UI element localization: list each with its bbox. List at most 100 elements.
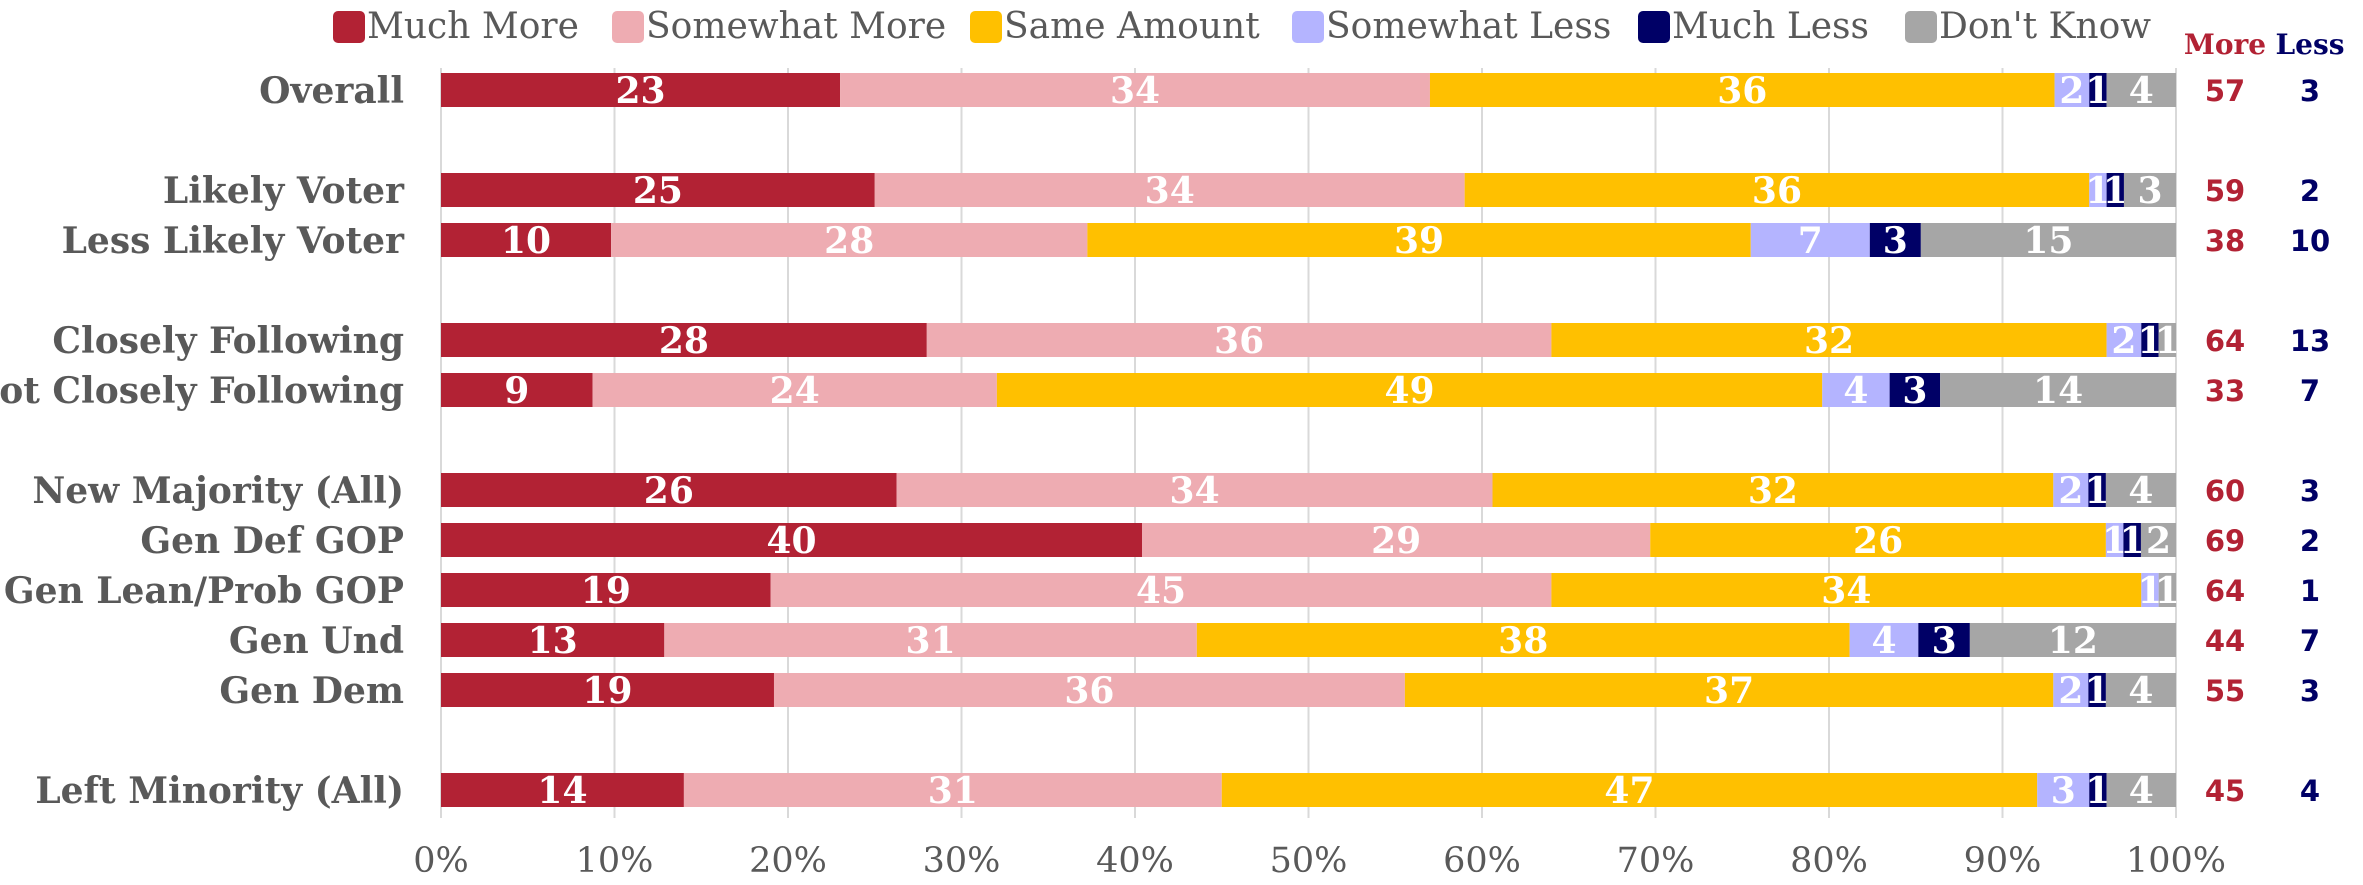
- x-tick-label: 60%: [1443, 841, 1521, 881]
- bar-segment: [2053, 673, 2089, 707]
- x-tick-label: 90%: [1964, 841, 2042, 881]
- data-label: 1: [2085, 470, 2110, 512]
- category-label: Likely Voter: [163, 170, 405, 212]
- bar-segment: [2141, 573, 2159, 607]
- data-label: 4: [2129, 70, 2154, 112]
- bar-segment: [683, 773, 1222, 807]
- data-label: 34: [1145, 170, 1195, 212]
- data-label: 40: [766, 520, 816, 562]
- bar-segment: [2158, 573, 2176, 607]
- data-label: 13: [528, 620, 578, 662]
- data-label: 4: [2129, 770, 2154, 812]
- less-total: 4: [2300, 774, 2320, 808]
- data-label: 36: [1752, 170, 1802, 212]
- data-label: 9: [504, 370, 529, 412]
- less-total: 3: [2300, 674, 2320, 708]
- legend: Much More Somewhat More Same Amount Somewha…: [333, 6, 2151, 47]
- bar-segment: [1822, 373, 1890, 407]
- data-label: 32: [1804, 320, 1854, 362]
- bar-segment: [664, 623, 1197, 657]
- bar-segment: [770, 573, 1552, 607]
- data-label: 19: [582, 670, 632, 712]
- bar-segment: [996, 373, 1823, 407]
- category-label: Closely Following: [52, 320, 404, 362]
- bar-segment: [2141, 323, 2159, 357]
- more-total: 55: [2205, 674, 2245, 708]
- bar-segment: [1429, 73, 2055, 107]
- bar-segment: [1650, 523, 2106, 557]
- legend-label: Much More: [367, 6, 579, 47]
- data-label: 26: [1853, 520, 1903, 562]
- bar-segment: [2105, 473, 2176, 507]
- bar-segment: [1889, 373, 1941, 407]
- bar-segment: [1404, 673, 2054, 707]
- data-label: 4: [2128, 470, 2153, 512]
- data-label: 10: [501, 220, 551, 262]
- less-total: 13: [2290, 324, 2330, 358]
- bar-segment: [2123, 173, 2176, 207]
- bar-segment: [441, 773, 684, 807]
- bar-segment: [611, 223, 1088, 257]
- bar-segment: [2037, 773, 2090, 807]
- more-total: 64: [2205, 324, 2245, 358]
- bar-segment: [2106, 323, 2142, 357]
- data-label: 14: [537, 770, 587, 812]
- bar-segment: [441, 523, 1143, 557]
- bar-segment: [840, 73, 1430, 107]
- data-label: 31: [906, 620, 956, 662]
- data-label: 26: [644, 470, 694, 512]
- less-total: 7: [2300, 624, 2320, 658]
- bar-segment: [1849, 623, 1919, 657]
- data-label: 1: [2137, 320, 2162, 362]
- data-label: 1: [2102, 520, 2127, 562]
- bar-segment: [2105, 673, 2176, 707]
- data-label: 2: [2059, 70, 2084, 112]
- bar-segment: [2088, 673, 2106, 707]
- bar-segment: [1221, 773, 2038, 807]
- x-tick-label: 0%: [413, 841, 469, 881]
- legend-swatch: [970, 11, 1002, 43]
- bar-segment: [926, 323, 1552, 357]
- bar-segment: [441, 673, 774, 707]
- data-label: 2: [2146, 520, 2171, 562]
- less-total: 3: [2300, 74, 2320, 108]
- legend-swatch: [333, 11, 365, 43]
- category-label: Left Minority (All): [35, 770, 404, 812]
- bar-segment: [441, 323, 927, 357]
- data-label: 36: [1717, 70, 1767, 112]
- x-tick-label: 70%: [1617, 841, 1695, 881]
- data-label: 28: [659, 320, 709, 362]
- x-tick-label: 20%: [749, 841, 827, 881]
- data-label: 47: [1604, 770, 1654, 812]
- data-label: 2: [2058, 670, 2083, 712]
- legend-label: Somewhat Less: [1326, 6, 1611, 47]
- data-label: 34: [1170, 470, 1220, 512]
- data-label: 1: [2103, 170, 2128, 212]
- bar-segment: [1920, 223, 2176, 257]
- data-label: 28: [824, 220, 874, 262]
- x-tick-label: 50%: [1270, 841, 1348, 881]
- x-tick-label: 30%: [923, 841, 1001, 881]
- bar-segment: [1869, 223, 1921, 257]
- data-label: 39: [1394, 220, 1444, 262]
- data-label: 1: [2085, 70, 2110, 112]
- data-label: 23: [615, 70, 665, 112]
- bar-segment: [2105, 523, 2124, 557]
- data-label: 3: [1932, 620, 1957, 662]
- category-label: New Majority (All): [32, 470, 404, 512]
- more-total: 59: [2205, 174, 2245, 208]
- bar-segment: [773, 673, 1405, 707]
- less-total: 7: [2300, 374, 2320, 408]
- data-label: 3: [2137, 170, 2162, 212]
- bar-segment: [1492, 473, 2054, 507]
- data-label: 38: [1498, 620, 1548, 662]
- data-label: 1: [2120, 520, 2145, 562]
- data-label: 24: [770, 370, 820, 412]
- data-label: 1: [2085, 670, 2110, 712]
- bar-segment: [1142, 523, 1651, 557]
- category-label: Gen Dem: [219, 670, 404, 712]
- category-labels: Overall Likely Voter Less Likely Voter Clos…: [0, 70, 405, 812]
- data-label: 3: [2051, 770, 2076, 812]
- x-tick-label: 100%: [2126, 841, 2226, 881]
- data-label: 3: [1902, 370, 1927, 412]
